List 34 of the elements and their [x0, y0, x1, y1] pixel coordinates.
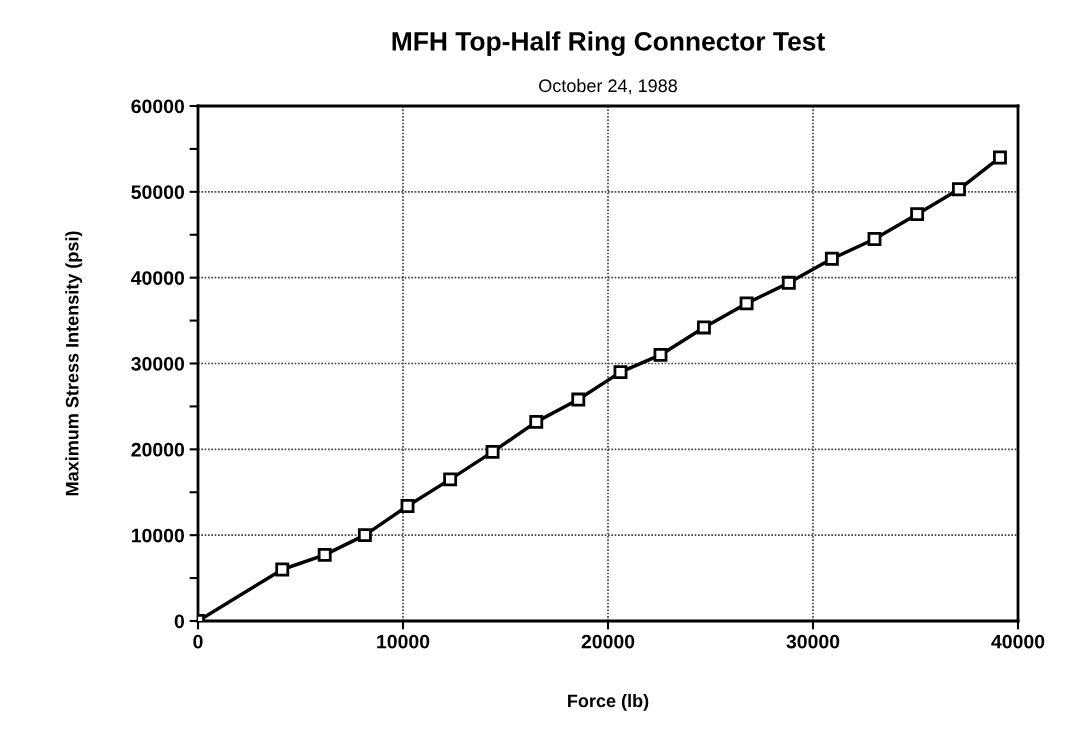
point — [571, 392, 586, 407]
point — [993, 150, 1007, 165]
x-tick-label: 20000 — [581, 634, 635, 649]
point — [357, 528, 372, 543]
point — [739, 296, 754, 311]
y-tick-label: 50000 — [131, 185, 185, 200]
y-tick-label: 0 — [174, 614, 185, 629]
y-tick-label: 60000 — [131, 99, 185, 114]
point — [529, 414, 544, 429]
point — [485, 444, 500, 459]
x-tick-label: 40000 — [991, 634, 1045, 649]
chart-subtitle: October 24, 1988 — [539, 78, 677, 95]
point — [910, 207, 925, 222]
x-tick-label: 0 — [193, 634, 203, 649]
point — [317, 547, 332, 562]
y-axis-title: Maximum Stress Intensity (psi) — [65, 231, 83, 496]
point — [696, 320, 711, 335]
point — [781, 275, 796, 290]
point — [443, 472, 458, 487]
y-tick-label: 20000 — [131, 442, 185, 457]
point — [613, 365, 628, 380]
point — [952, 182, 966, 197]
y-tick-label: 30000 — [131, 356, 185, 371]
y-tick-label: 40000 — [131, 271, 185, 285]
chart-title: MFH Top-Half Ring Connector Test — [392, 31, 825, 57]
x-tick-label: 30000 — [786, 634, 840, 649]
y-tick-label: 10000 — [131, 528, 185, 543]
x-axis-title: Force (lb) — [568, 693, 649, 711]
point — [400, 499, 415, 513]
point — [824, 251, 839, 266]
point — [653, 347, 668, 362]
point — [867, 232, 882, 246]
x-tick-label: 10000 — [377, 634, 430, 649]
point — [275, 562, 290, 577]
